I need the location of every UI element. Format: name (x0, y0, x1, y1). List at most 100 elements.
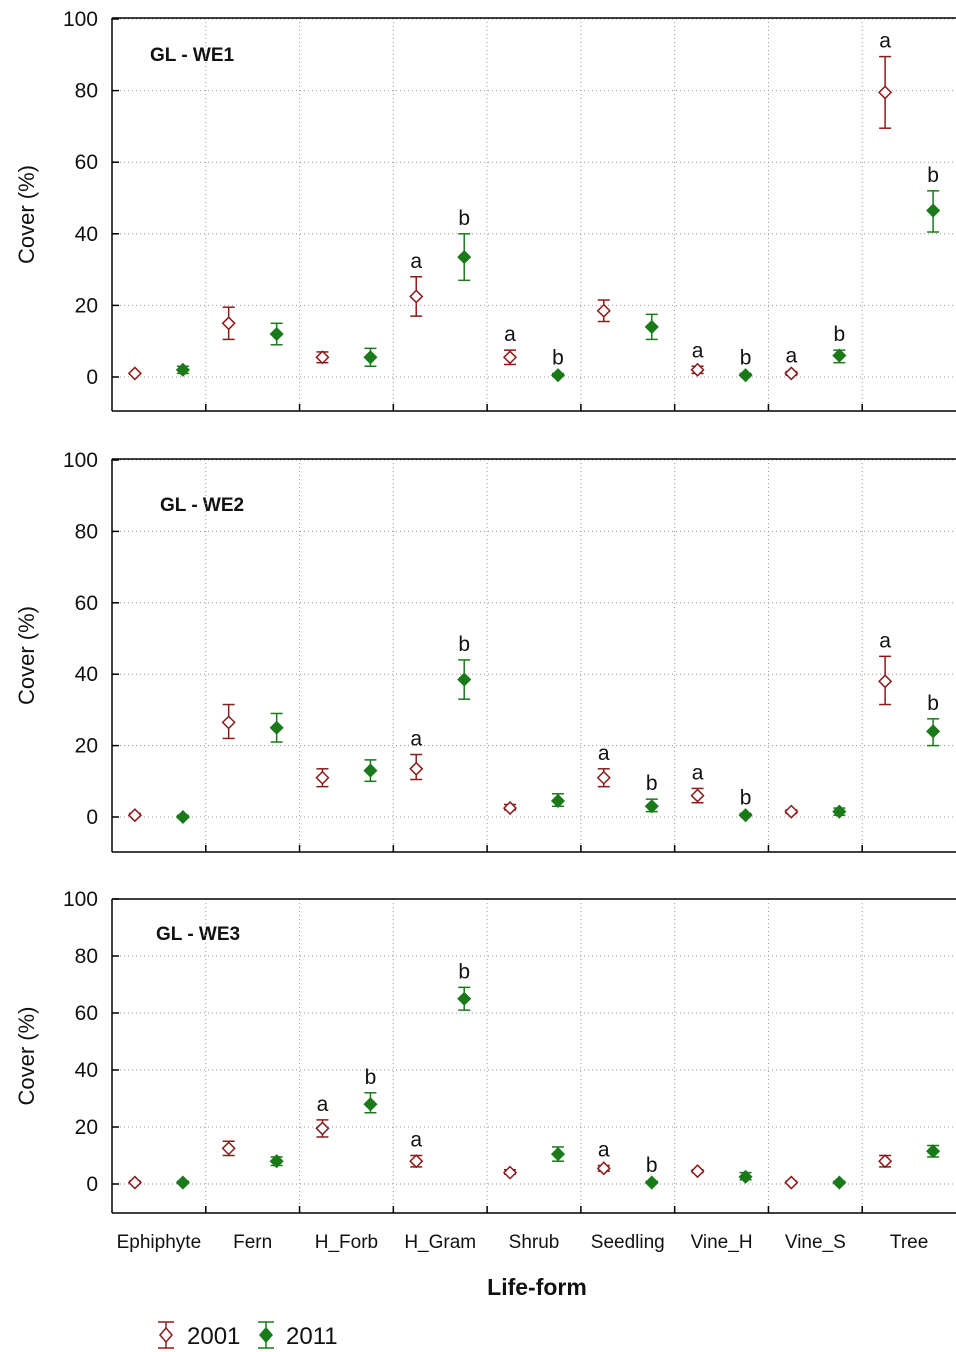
marker-2011 (926, 724, 941, 739)
marker-2011 (550, 793, 566, 808)
marker-2011 (457, 672, 472, 687)
marker-2001 (409, 761, 424, 776)
significance-letter: b (646, 772, 658, 795)
marker-2001 (690, 1164, 705, 1179)
legend-2001-marker (159, 1326, 173, 1344)
plot-area-1: 0 20 40 60 80 100 Cover (%) a a a a a b b b b b (14, 8, 956, 412)
marker-2001 (596, 1161, 611, 1176)
marker-2011 (832, 804, 847, 819)
significance-letter: a (692, 761, 704, 784)
significance-letter: b (458, 633, 470, 656)
marker-2011 (738, 1169, 753, 1184)
plot-area-2: 0 20 40 60 80 100 Cover (%) a a a a b b b b (14, 449, 956, 853)
marker-2001 (502, 801, 518, 816)
significance-letter: a (410, 250, 422, 273)
legend-2011-marker (259, 1326, 273, 1344)
marker-2001 (690, 788, 705, 803)
panel-we1: GL - WE1 (150, 45, 235, 66)
significance-letter: b (740, 346, 752, 369)
x-tick-label: Seedling (591, 1232, 665, 1253)
marker-2011 (644, 1175, 659, 1190)
y-tick-label: 100 (63, 449, 98, 472)
marker-2011 (457, 250, 472, 265)
y-tick-label: 100 (63, 8, 98, 31)
marker-2011 (832, 348, 847, 363)
y-tick-label: 0 (86, 806, 98, 829)
significance-letter: a (598, 1138, 610, 1161)
y-tick-label: 60 (75, 592, 98, 615)
marker-2011 (550, 368, 566, 383)
y-tick-label: 0 (86, 366, 98, 389)
marker-2001 (878, 674, 893, 689)
y-axis-label: Cover (%) (14, 606, 39, 705)
x-tick-label: Vine_H (691, 1232, 753, 1253)
marker-2001 (596, 303, 611, 318)
legend-item-2011: 2011 (258, 1321, 338, 1350)
marker-2001 (409, 1154, 424, 1169)
x-tick-label: Ephiphyte (117, 1232, 202, 1253)
panel-we2: GL - WE2 (160, 495, 244, 516)
marker-2001 (878, 85, 893, 100)
significance-letter: a (504, 323, 516, 346)
marker-2001 (127, 366, 142, 381)
marker-2011 (644, 799, 659, 814)
marker-2001 (127, 808, 142, 823)
panel-title-we3: GL - WE3 (156, 924, 240, 945)
marker-2001 (315, 350, 330, 365)
marker-2011 (738, 368, 753, 383)
y-tick-label: 20 (75, 1116, 98, 1139)
marker-2001 (784, 366, 799, 381)
x-tick-label: Tree (890, 1232, 928, 1253)
y-tick-label: 80 (75, 520, 98, 543)
marker-2011 (269, 1154, 284, 1169)
marker-2011 (269, 720, 284, 735)
marker-2001 (596, 770, 611, 785)
significance-letter: a (598, 742, 610, 765)
legend: 2001 2011 (158, 1321, 338, 1350)
significance-letter: b (646, 1154, 658, 1177)
marker-2001 (315, 770, 330, 785)
marker-2001 (784, 1175, 799, 1190)
y-tick-label: 0 (86, 1173, 98, 1196)
y-axis-label: Cover (%) (14, 165, 39, 264)
x-tick-label: Vine_S (785, 1232, 846, 1253)
marker-2011 (363, 763, 378, 778)
y-axis-label: Cover (%) (14, 1006, 39, 1105)
marker-2001 (784, 804, 799, 819)
y-tick-label: 20 (75, 294, 98, 317)
x-tick-label: H_Gram (404, 1232, 476, 1253)
marker-2011 (175, 809, 190, 825)
marker-2011 (550, 1147, 566, 1162)
marker-2001 (221, 1141, 236, 1156)
marker-2001 (127, 1175, 142, 1190)
marker-2001 (878, 1154, 893, 1169)
x-tick-label: H_Forb (315, 1232, 378, 1253)
panel-title-we1: GL - WE1 (150, 45, 235, 66)
significance-letter: b (927, 164, 939, 187)
marker-2011 (738, 808, 753, 823)
significance-letter: a (879, 30, 891, 53)
significance-letter: b (458, 207, 470, 230)
marker-2011 (832, 1175, 847, 1190)
marker-2011 (175, 362, 190, 377)
marker-2011 (175, 1175, 190, 1190)
x-axis-label: Life-form (487, 1274, 587, 1300)
marker-2001 (409, 289, 424, 304)
marker-2011 (457, 991, 472, 1006)
marker-2001 (502, 1165, 518, 1180)
x-tick-label: Shrub (509, 1232, 560, 1253)
significance-letter: a (317, 1093, 329, 1116)
marker-2011 (926, 203, 941, 218)
significance-letter: b (458, 960, 470, 983)
y-tick-label: 80 (75, 80, 98, 103)
significance-letter: a (879, 629, 891, 652)
plot-area-3: 0 20 40 60 80 100 Cover (%) Ephiphyte Fern H_Forb… (14, 888, 956, 1253)
significance-letter: a (692, 339, 704, 362)
marker-2001 (221, 316, 236, 331)
significance-letter: a (410, 728, 422, 751)
y-tick-label: 60 (75, 151, 98, 174)
marker-2001 (502, 350, 518, 365)
legend-item-2001: 2001 (158, 1321, 240, 1350)
marker-2011 (363, 1097, 378, 1112)
